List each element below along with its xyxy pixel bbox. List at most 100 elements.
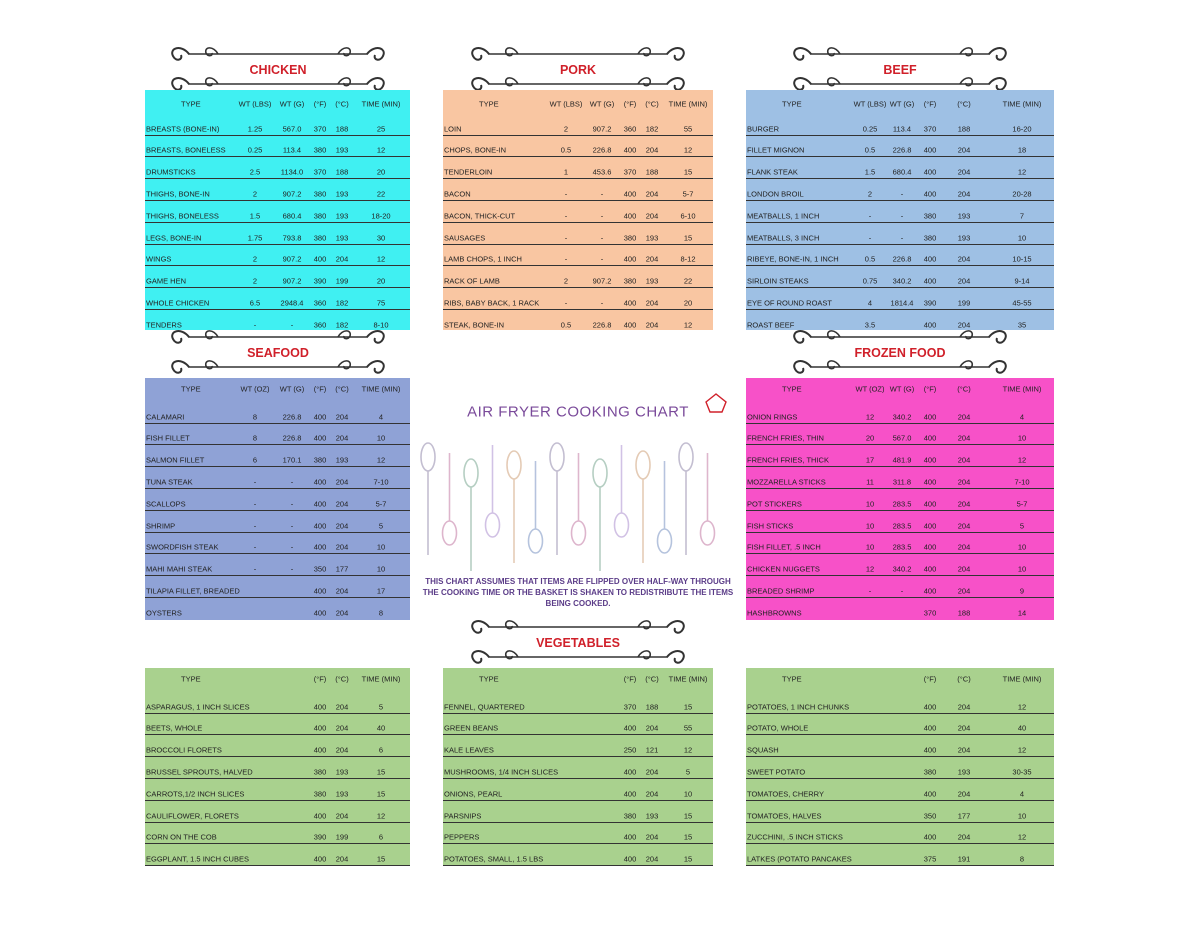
cell-value: 2 (563, 276, 569, 286)
cell-value: 907.2 (592, 276, 612, 286)
utensil (699, 453, 716, 546)
cell-value: 12 (376, 811, 386, 820)
ornament-curl (366, 360, 385, 374)
cell-value: 199 (335, 832, 349, 842)
cell-value: 10 (376, 564, 386, 574)
utensil-head (656, 528, 673, 554)
ornament-curl (637, 77, 652, 87)
ornament-curl (337, 77, 352, 87)
utensil-head (527, 528, 544, 554)
cell-value: 204 (335, 586, 349, 596)
cell-value: 10 (376, 433, 386, 443)
ornament-curl (666, 650, 685, 664)
cell-value: 15 (683, 854, 693, 864)
cell-value: 204 (645, 145, 659, 155)
cell-value: 12 (683, 320, 693, 330)
cell-value: - (253, 542, 257, 552)
cell-value: 400 (923, 455, 937, 465)
cell-value: 182 (335, 320, 349, 330)
cell-value: 204 (957, 564, 971, 574)
cell-value: 380 (623, 276, 637, 286)
row-rule (443, 199, 713, 201)
cell-value: 380 (313, 767, 327, 777)
row-label: FLANK STEAK (747, 167, 798, 177)
cell-value: - (600, 233, 604, 242)
cell-value: 5 (378, 521, 384, 530)
cell-value: - (564, 189, 568, 199)
cell-value: 2 (563, 124, 569, 133)
row-label: CORN ON THE COB (146, 832, 217, 842)
cell-value: 8-12 (680, 254, 696, 264)
row-label: ASPARAGUS, 1 INCH SLICES (146, 702, 250, 711)
row-rule (443, 865, 713, 867)
cell-value: 907.2 (282, 276, 302, 286)
row-rule (443, 134, 713, 136)
cell-value: 177 (957, 811, 971, 820)
cell-value: 380 (313, 455, 327, 465)
row-rule (443, 287, 713, 289)
cell-value: 193 (335, 211, 349, 221)
row-label: GAME HEN (146, 276, 187, 286)
cell-value: 400 (923, 499, 937, 509)
row-label: TENDERS (146, 320, 182, 330)
cell-value: 380 (313, 233, 327, 242)
cell-value: 20 (376, 276, 386, 286)
row-label: BREASTS (BONE-IN) (146, 124, 220, 133)
ornament-curl (337, 360, 352, 370)
cell-value: 8 (252, 412, 258, 421)
row-rule (746, 156, 1054, 158)
column-header: WT (LBS) (853, 99, 887, 109)
column-header: TYPE (782, 384, 802, 394)
cell-value: 907.2 (592, 124, 612, 133)
table (746, 90, 1054, 330)
row-rule (443, 221, 713, 223)
row-rule (145, 265, 410, 267)
cell-value: 350 (923, 811, 937, 820)
cell-value: 360 (623, 124, 637, 133)
row-rule (746, 596, 1054, 598)
row-rule (443, 843, 713, 845)
cell-value: 17 (376, 586, 386, 596)
cell-value: 193 (335, 189, 349, 199)
cell-value: 10-15 (1012, 254, 1032, 264)
cell-value: 204 (957, 167, 971, 177)
cell-value: 35 (1017, 320, 1027, 330)
row-label: PARSNIPS (444, 811, 482, 820)
cell-value: 360 (313, 298, 327, 308)
cell-value: 283.5 (892, 499, 912, 509)
ornament-curl (637, 620, 652, 630)
row-label: ONIONS, PEARL (444, 789, 503, 799)
row-label: ONION RINGS (747, 412, 798, 421)
cell-value: 177 (335, 564, 349, 574)
row-label: LAMB CHOPS, 1 INCH (444, 254, 522, 264)
row-label: FRENCH FRIES, THICK (747, 455, 829, 465)
ornament-curl (666, 47, 685, 61)
cell-value: 1.75 (247, 233, 263, 242)
cell-value: 400 (923, 789, 937, 799)
row-label: CHICKEN NUGGETS (747, 564, 820, 574)
cell-value: 10 (683, 789, 693, 799)
cell-value: 311.8 (892, 477, 912, 487)
cell-value: 22 (376, 189, 386, 199)
cell-value: 12 (865, 564, 875, 574)
cell-value: 10 (1017, 233, 1027, 242)
row-rule (145, 221, 410, 223)
ornament-curl (171, 330, 190, 344)
cell-value: 370 (923, 124, 937, 133)
cell-value: 226.8 (592, 145, 612, 155)
row-label: PEPPERS (444, 832, 480, 842)
cell-value: 0.25 (862, 124, 878, 133)
row-rule (145, 509, 410, 511)
cell-value: 204 (335, 521, 349, 530)
ornament-curl (204, 77, 219, 87)
column-header: (°C) (335, 674, 349, 684)
cell-value: 360 (313, 320, 327, 330)
row-rule (746, 509, 1054, 511)
cell-value: 680.4 (282, 211, 302, 221)
row-label: BACON (444, 189, 471, 199)
cell-value: 12 (376, 455, 386, 465)
row-label: FISH FILLET (146, 433, 190, 443)
ornament-curl (171, 47, 190, 61)
cell-value: 7-10 (373, 477, 389, 487)
